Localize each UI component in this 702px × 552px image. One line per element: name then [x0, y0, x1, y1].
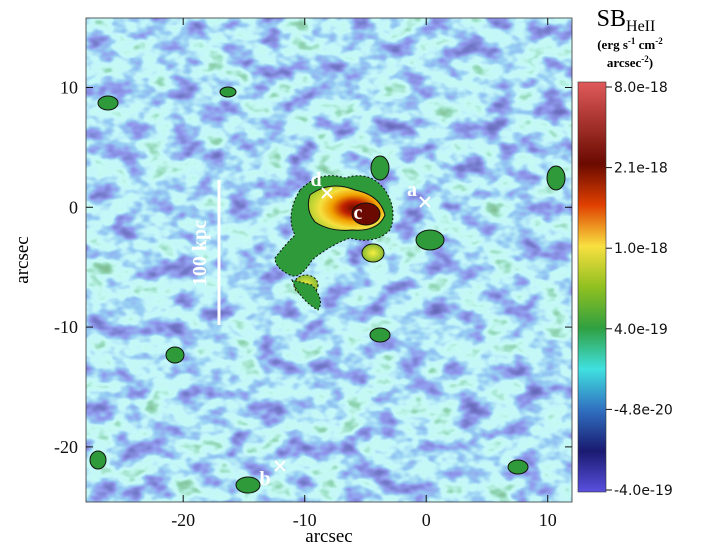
y-tick-label: -10 — [54, 317, 78, 337]
colorbar-tick-label: 1.0e-18 — [614, 241, 668, 257]
colorbar — [577, 81, 607, 493]
colorbar-title: SBHeII — [597, 6, 656, 35]
colorbar-label-sub: HeII — [626, 18, 655, 35]
y-axis-label: arcsec — [12, 236, 33, 283]
unit: (erg s — [597, 37, 628, 52]
x-tick-label: 10 — [539, 510, 557, 530]
scalebar-label: 100 kpc — [189, 220, 211, 286]
plot-frame — [85, 17, 573, 503]
x-axis-label: arcsec — [305, 526, 352, 547]
unit: arcsec — [607, 55, 642, 70]
unit: ) — [649, 55, 653, 70]
colorbar-label: SB — [597, 6, 626, 32]
y-tick-label: 10 — [60, 77, 78, 97]
y-tick-label: -20 — [54, 437, 78, 457]
colorbar-tick-label: -4.0e-19 — [614, 483, 673, 499]
annotation: c — [354, 202, 363, 224]
sb-map — [86, 18, 572, 502]
markers — [274, 187, 431, 472]
unit-sup: -1 — [628, 36, 636, 46]
colorbar-tick-label: 8.0e-18 — [614, 80, 668, 96]
annotation: b — [259, 468, 270, 490]
unit-sup: -2 — [655, 36, 663, 46]
unit: cm — [635, 37, 655, 52]
annotation: a — [407, 179, 417, 201]
colorbar-tick-label: 4.0e-19 — [614, 322, 668, 338]
annotation: d — [310, 169, 321, 191]
colorbar-units: arcsec-2) — [607, 54, 653, 70]
unit-sup: -2 — [641, 54, 649, 64]
y-tick-label: 0 — [69, 197, 78, 217]
emission — [89, 86, 566, 494]
colorbar-units: (erg s-1 cm-2 — [597, 36, 663, 52]
x-tick-label: -20 — [171, 510, 195, 530]
x-tick-label: 0 — [422, 510, 431, 530]
colorbar-tick-label: -4.8e-20 — [614, 402, 673, 418]
colorbar-tick-label: 2.1e-18 — [614, 161, 668, 177]
image: 100 kpc a b c d — [86, 18, 572, 502]
x-tick-label: -10 — [293, 510, 317, 530]
